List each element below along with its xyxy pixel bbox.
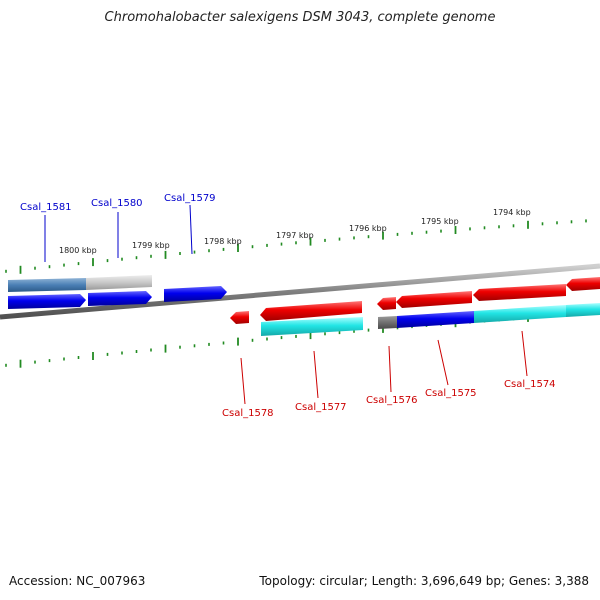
- gene-bar-csal-1581[interactable]: [8, 278, 86, 292]
- genome-backbone: [0, 263, 600, 320]
- cds-arrow-csal-1581[interactable]: [8, 294, 86, 309]
- cds-arrow-csal-1575[interactable]: [396, 291, 472, 308]
- accession-text: Accession: NC_007963: [9, 574, 146, 588]
- gene-bar-csal-1575[interactable]: [397, 311, 474, 328]
- genome-summary-text: Topology: circular; Length: 3,696,649 bp…: [259, 574, 589, 588]
- gene-callouts: [44, 204, 528, 405]
- reverse-strand-track: [230, 277, 600, 336]
- cds-arrow-csal-1578[interactable]: [230, 311, 249, 324]
- gene-label-csal-1574[interactable]: Csal_1574: [504, 379, 556, 390]
- scale-label-1799: 1799 kbp: [132, 241, 170, 250]
- cds-arrow-csal-1574[interactable]: [473, 284, 566, 301]
- gene-label-csal-1581[interactable]: Csal_1581: [20, 202, 72, 213]
- scale-label-1798: 1798 kbp: [204, 237, 242, 246]
- gene-label-csal-1576[interactable]: Csal_1576: [366, 395, 418, 406]
- scale-labels: 1800 kbp 1799 kbp 1798 kbp 1797 kbp 1796…: [59, 208, 531, 255]
- map-title: Chromohalobacter salexigens DSM 3043, co…: [104, 10, 496, 25]
- gene-label-csal-1575[interactable]: Csal_1575: [425, 388, 477, 399]
- scale-label-1797: 1797 kbp: [276, 231, 314, 240]
- gene-label-csal-1578[interactable]: Csal_1578: [222, 408, 274, 419]
- scale-label-1796: 1796 kbp: [349, 224, 387, 233]
- scale-label-1800: 1800 kbp: [59, 246, 97, 255]
- gene-label-csal-1577[interactable]: Csal_1577: [295, 402, 347, 413]
- gene-bar-csal-1574[interactable]: [474, 305, 566, 323]
- gene-label-csal-1580[interactable]: Csal_1580: [91, 198, 143, 209]
- cds-arrow-csal-1579[interactable]: [164, 286, 227, 302]
- scale-label-1795: 1795 kbp: [421, 217, 459, 226]
- gene-bar-csal-1577[interactable]: [261, 317, 363, 336]
- forward-strand-track: [8, 275, 227, 309]
- gene-label-csal-1579[interactable]: Csal_1579: [164, 193, 216, 204]
- cds-arrow-next[interactable]: [566, 277, 600, 291]
- gene-bar-next[interactable]: [566, 303, 600, 317]
- gene-bar-csal-1580[interactable]: [86, 275, 152, 290]
- cds-arrow-csal-1576[interactable]: [377, 297, 396, 310]
- cds-arrow-csal-1580[interactable]: [88, 291, 152, 306]
- scale-ticks-upper: [5, 219, 587, 274]
- gene-bar-csal-1576[interactable]: [378, 316, 397, 329]
- scale-label-1794: 1794 kbp: [493, 208, 531, 217]
- cds-arrow-csal-1577[interactable]: [260, 301, 362, 321]
- gene-labels: Csal_1581 Csal_1580 Csal_1579 Csal_1578 …: [20, 193, 556, 419]
